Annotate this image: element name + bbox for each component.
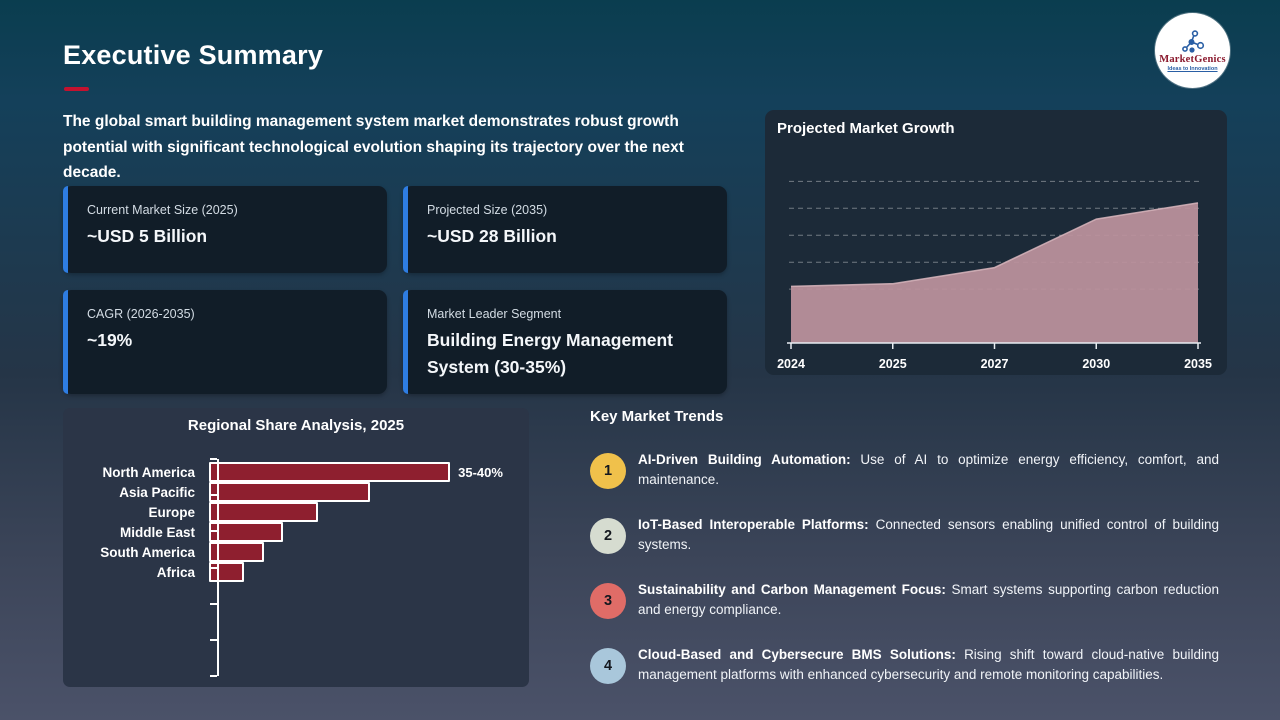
trend-item-2: 2 IoT-Based Interoperable Platforms: Con… (590, 515, 1219, 555)
bar-row: Asia Pacific (79, 482, 477, 502)
regional-chart-panel: Regional Share Analysis, 2025 North Amer… (63, 408, 529, 687)
stat-label: CAGR (2026-2035) (87, 307, 195, 321)
trend-lead: IoT-Based Interoperable Platforms: (638, 517, 869, 532)
trend-description: Connected sensors enabling unified contr… (638, 517, 1219, 552)
x-axis-label: 2030 (1082, 357, 1110, 371)
x-axis-label: 2025 (879, 357, 907, 371)
stat-label: Market Leader Segment (427, 307, 562, 321)
bar (209, 502, 319, 522)
bar-row: South America (79, 542, 477, 562)
area-series (791, 202, 1198, 343)
bar-zone: 35-40% (207, 462, 503, 482)
axis-tick (210, 638, 217, 641)
trend-text: Sustainability and Carbon Management Foc… (638, 580, 1219, 620)
page-title: Executive Summary (63, 40, 324, 70)
trend-text: IoT-Based Interoperable Platforms: Conne… (638, 515, 1219, 555)
stat-label: Projected Size (2035) (427, 203, 548, 217)
regional-chart-title: Regional Share Analysis, 2025 (187, 417, 405, 434)
stat-value: ~19% (87, 330, 133, 350)
bar-zone (207, 562, 477, 582)
trend-description: Rising shift toward cloud-native buildin… (638, 647, 1219, 682)
trend-description: Use of AI to optimize energy efficiency,… (638, 452, 1219, 487)
growth-chart-svg: 2024 2025 2027 2030 2035 (777, 180, 1212, 371)
area-top-edge (790, 202, 1199, 288)
regional-bar-chart: North America 35-40% Asia Pacific Europe Mid… (79, 458, 503, 677)
bar-zone (207, 482, 477, 502)
stat-label: Current Market Size (2025) (87, 203, 238, 217)
axis-tick (210, 566, 217, 569)
key-market-trends: Key Market Trends 1 AI-Driven Building A… (590, 408, 1219, 685)
stat-card-current-size: Current Market Size (2025) ~USD 5 Billio… (63, 186, 387, 273)
trend-number-badge: 1 (590, 453, 626, 489)
bar-zone (207, 502, 477, 522)
trend-text: Cloud-Based and Cybersecure BMS Solution… (638, 645, 1219, 685)
axis-tick (210, 458, 217, 460)
axis-tick (210, 494, 217, 497)
axis-tick (210, 675, 217, 677)
bar-category-label: Asia Pacific (119, 484, 195, 500)
card-accent-bar (403, 186, 408, 273)
card-accent-bar (63, 186, 68, 273)
card-accent-bar (63, 290, 68, 394)
trend-description: Smart systems supporting carbon reductio… (638, 582, 1219, 617)
bar-zone (207, 542, 477, 562)
logo-brand-name: MarketGenics (1159, 53, 1226, 65)
bar-category-label: South America (100, 544, 195, 560)
bar-category-label: Africa (156, 564, 195, 580)
bar-category-label: Europe (148, 504, 195, 520)
x-axis-label: 2035 (1184, 357, 1212, 371)
bar-row: Middle East (79, 522, 477, 542)
molecule-icon (1181, 29, 1204, 53)
intro-paragraph: The global smart building management sys… (63, 113, 684, 181)
bar-row: Africa (79, 562, 477, 582)
bar-category-label: Middle East (119, 524, 195, 540)
trend-number-badge: 4 (590, 648, 626, 684)
growth-chart-title: Projected Market Growth (777, 120, 955, 137)
bar-chart-axis (210, 458, 219, 677)
trend-number-badge: 3 (590, 583, 626, 619)
bar (209, 462, 451, 482)
marketgenics-logo: MarketGenics Ideas to Innovation (1155, 13, 1230, 88)
trend-lead: AI-Driven Building Automation: (638, 452, 851, 467)
bar (209, 542, 264, 562)
trend-item-4: 4 Cloud-Based and Cybersecure BMS Soluti… (590, 645, 1219, 685)
trend-item-3: 3 Sustainability and Carbon Management F… (590, 580, 1219, 620)
bar-row: North America 35-40% (79, 462, 503, 482)
logo-tagline: Ideas to Innovation (1167, 65, 1218, 72)
title-accent-underline (64, 87, 89, 91)
trend-lead: Cloud-Based and Cybersecure BMS Solution… (638, 647, 956, 662)
axis-tick (210, 530, 217, 533)
card-accent-bar (403, 290, 408, 394)
bar (209, 522, 283, 542)
stat-value: ~USD 5 Billion (87, 226, 208, 246)
bar-rows: North America 35-40% Asia Pacific Europe Mid… (79, 462, 503, 582)
stat-cards-grid: Current Market Size (2025) ~USD 5 Billio… (63, 186, 727, 394)
x-axis-label: 2024 (777, 357, 805, 371)
x-axis-label: 2027 (981, 357, 1009, 371)
axis-tick (210, 602, 217, 605)
bar-zone (207, 522, 477, 542)
stat-card-leader-segment: Market Leader Segment Building Energy Ma… (403, 290, 727, 394)
stat-card-projected-size: Projected Size (2035) ~USD 28 Billion (403, 186, 727, 273)
trend-item-1: 1 AI-Driven Building Automation: Use of … (590, 450, 1219, 490)
trend-lead: Sustainability and Carbon Management Foc… (638, 582, 946, 597)
bar-row: Europe (79, 502, 477, 522)
stat-value: Building Energy Management System (30-35… (427, 330, 673, 377)
bar-category-label: North America (102, 464, 195, 480)
trend-number-badge: 2 (590, 518, 626, 554)
trend-text: AI-Driven Building Automation: Use of AI… (638, 450, 1219, 490)
stat-value: ~USD 28 Billion (427, 226, 557, 246)
bar-value-label: 35-40% (458, 464, 503, 480)
bar (209, 482, 370, 502)
stat-card-cagr: CAGR (2026-2035) ~19% (63, 290, 387, 394)
trends-title: Key Market Trends (590, 408, 724, 425)
growth-chart-panel: Projected Market Growth 2024 2025 2027 2030… (765, 110, 1227, 375)
bar (209, 562, 245, 582)
